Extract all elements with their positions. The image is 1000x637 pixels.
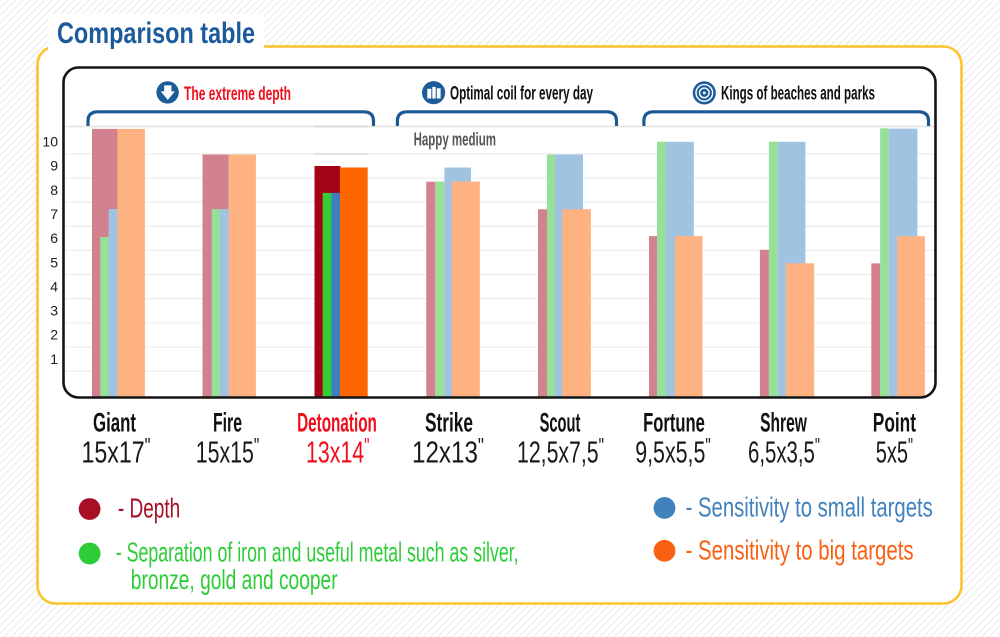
- svg-text:- Depth: - Depth: [118, 493, 180, 524]
- svg-text:5x5": 5x5": [876, 434, 913, 470]
- svg-text:bronze, gold and cooper: bronze, gold and cooper: [131, 564, 338, 595]
- svg-text:2: 2: [50, 327, 58, 343]
- svg-text:Fortune: Fortune: [643, 408, 705, 438]
- svg-text:- Separation of iron and usefu: - Separation of iron and useful metal su…: [116, 537, 519, 568]
- svg-text:Point: Point: [873, 408, 916, 438]
- svg-text:- Sensitivity to big targets: - Sensitivity to big targets: [686, 535, 914, 566]
- svg-text:9: 9: [50, 158, 58, 174]
- svg-text:1: 1: [50, 351, 58, 367]
- svg-text:Happy medium: Happy medium: [414, 129, 496, 149]
- svg-text:7: 7: [50, 206, 58, 222]
- svg-text:Giant: Giant: [93, 408, 136, 438]
- svg-text:13x14": 13x14": [306, 434, 370, 470]
- svg-text:5: 5: [50, 254, 58, 270]
- svg-text:Kings of beaches and parks: Kings of beaches and parks: [721, 84, 875, 105]
- svg-text:Shrew: Shrew: [760, 408, 807, 438]
- svg-text:Comparison table: Comparison table: [57, 17, 255, 50]
- svg-text:9,5x5,5": 9,5x5,5": [635, 434, 711, 470]
- svg-text:10: 10: [42, 134, 58, 150]
- svg-text:6,5x3,5": 6,5x3,5": [748, 434, 820, 470]
- svg-text:Optimal coil for every day: Optimal coil for every day: [450, 84, 593, 105]
- svg-text:12,5x7,5": 12,5x7,5": [517, 434, 604, 470]
- svg-text:Scout: Scout: [540, 408, 581, 438]
- svg-text:Strike: Strike: [425, 408, 473, 438]
- svg-text:15x17": 15x17": [82, 434, 151, 470]
- svg-text:Detonation: Detonation: [297, 408, 377, 438]
- svg-text:- Sensitivity to small targets: - Sensitivity to small targets: [686, 492, 933, 523]
- svg-text:Fire: Fire: [213, 408, 242, 438]
- svg-text:15x15": 15x15": [196, 434, 260, 470]
- svg-text:6: 6: [50, 230, 58, 246]
- svg-text:12x13": 12x13": [412, 434, 484, 470]
- svg-text:3: 3: [50, 303, 58, 319]
- svg-text:The extreme depth: The extreme depth: [184, 84, 291, 105]
- svg-text:4: 4: [50, 278, 58, 294]
- svg-text:8: 8: [50, 182, 58, 198]
